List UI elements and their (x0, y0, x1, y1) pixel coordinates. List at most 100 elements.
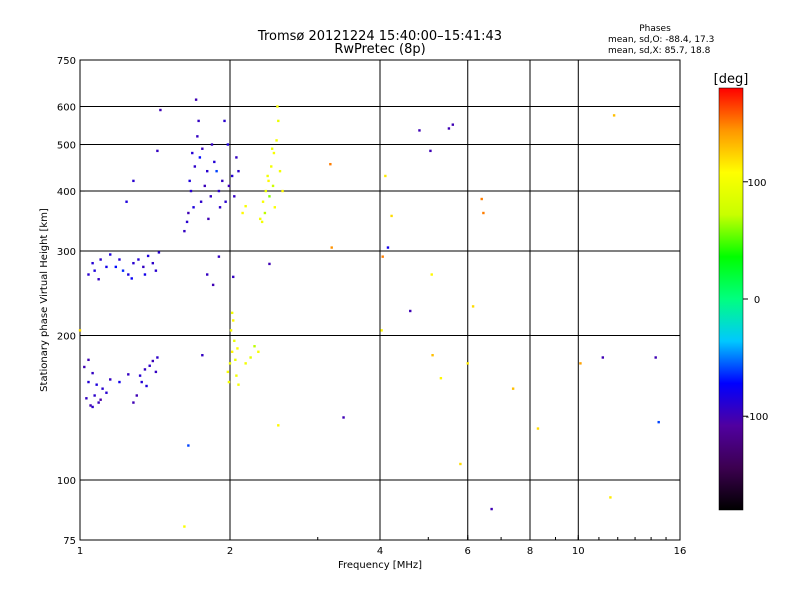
colorbar (718, 87, 744, 511)
scatter-point (118, 258, 121, 261)
scatter-point (93, 269, 96, 272)
scatter-point (135, 394, 138, 397)
y-tick-label: 600 (57, 103, 76, 114)
scatter-point (151, 261, 155, 265)
scatter-point (229, 329, 233, 332)
y-axis-label: Stationary phase Virtual Height [km] (39, 208, 50, 392)
scatter-point (132, 261, 135, 265)
scatter-point (215, 169, 218, 173)
scatter-point (244, 362, 247, 365)
scatter-point (148, 364, 151, 367)
scatter-point (257, 350, 260, 353)
scatter-point (156, 149, 159, 153)
scatter-point (192, 206, 195, 209)
chart-title-line2: RwPretec (8p) (334, 42, 425, 57)
scatter-point (114, 265, 118, 269)
scatter-point (201, 147, 204, 150)
scatter-point (329, 162, 332, 166)
scatter-point (87, 358, 90, 362)
y-tick-label: 75 (63, 536, 76, 547)
scatter-point (431, 353, 434, 357)
scatter-point (151, 359, 155, 363)
scatter-point (95, 383, 98, 386)
scatter-point (271, 184, 275, 188)
scatter-point (205, 169, 209, 173)
scatter-point (183, 229, 186, 233)
scatter-point (89, 404, 92, 407)
colorbar-ticks: 100 0 -100 (743, 178, 768, 423)
scatter-point (471, 305, 475, 308)
scatter-point (230, 350, 234, 353)
scatter-point (235, 374, 238, 377)
scatter-point (227, 380, 231, 384)
y-tick-label: 100 (57, 476, 76, 487)
y-tick-label: 500 (57, 141, 76, 152)
phases-o-stats: mean, sd,O: -88.4, 17.3 (608, 35, 714, 45)
scatter-point (205, 273, 209, 276)
scatter-point (612, 114, 616, 117)
x-tick-label: 4 (377, 546, 383, 557)
scatter-point (137, 258, 140, 261)
colorbar-tick-label: 0 (754, 295, 760, 306)
scatter-point (249, 356, 252, 359)
scatter-point (480, 197, 483, 201)
scatter-point (601, 356, 605, 359)
scatter-point (237, 169, 240, 173)
scatter-point (157, 251, 161, 254)
x-tick-label: 2 (227, 546, 233, 557)
scatter-point (142, 265, 145, 269)
scatter-point (105, 265, 108, 269)
scatter-point (266, 174, 269, 178)
scatter-point (91, 405, 94, 409)
scatter-point (193, 165, 197, 168)
scatter-point (210, 143, 214, 146)
scatter-point (87, 273, 90, 276)
scatter-point (270, 147, 274, 150)
scatter-point (230, 311, 234, 315)
y-tick-label: 200 (57, 332, 76, 343)
scatter-point (159, 108, 162, 112)
y-tick-label: 400 (57, 187, 76, 198)
scatter-point (196, 135, 199, 138)
scatter-point (264, 189, 268, 193)
scatter-point (230, 174, 234, 178)
scatter-point (273, 206, 276, 209)
scatter-point (224, 200, 227, 203)
scatter-point (409, 309, 412, 313)
scatter-point (187, 211, 190, 215)
scatter-point (121, 269, 125, 272)
scatter-point (197, 119, 200, 123)
phases-x-stats: mean, sd,X: 85.7, 18.8 (608, 46, 711, 56)
scatter-point (78, 329, 82, 332)
scatter-point (228, 362, 232, 365)
scatter-point (233, 339, 236, 343)
scatter-point (386, 246, 390, 249)
scatter-point (143, 368, 147, 371)
scatter-point (236, 347, 239, 350)
scatter-point (384, 174, 387, 178)
scatter-point (268, 262, 271, 266)
scatter-point (223, 119, 226, 123)
scatter-point (429, 149, 432, 153)
scatter-point (232, 319, 235, 322)
scatter-point (211, 283, 215, 287)
scatter-point (145, 384, 148, 388)
scatter-point (390, 214, 393, 218)
scatter-point (99, 258, 102, 261)
grid-lines (80, 60, 680, 540)
scatter-point (241, 211, 244, 215)
x-tick-label: 6 (465, 546, 471, 557)
scatter-point (536, 427, 540, 430)
scatter-point (93, 394, 96, 397)
scatter-point (221, 179, 224, 183)
scatter-point (233, 195, 236, 198)
scatter-point (430, 273, 433, 276)
scatter-point (466, 362, 469, 365)
scatter-point (275, 139, 278, 142)
x-tick-label: 8 (527, 546, 533, 557)
scatter-point (154, 269, 158, 272)
scatter-point (609, 496, 612, 499)
scatter-point (185, 220, 189, 224)
scatter-point (278, 169, 282, 173)
